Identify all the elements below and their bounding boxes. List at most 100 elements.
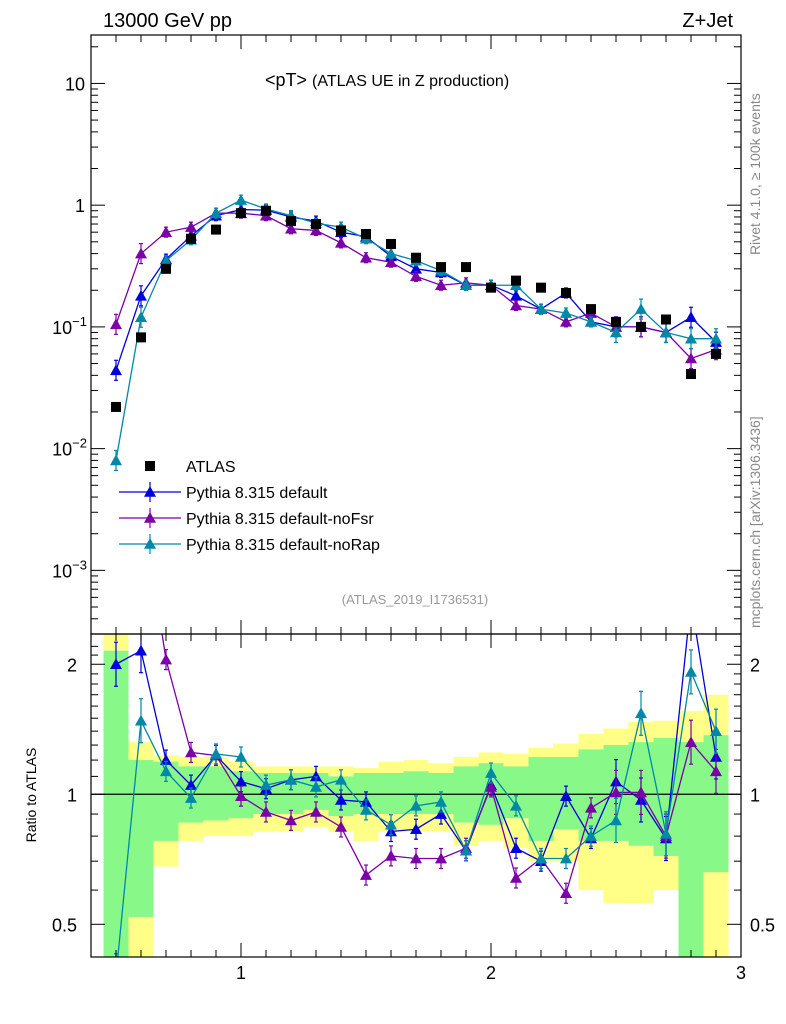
series-norap-ratio-point — [435, 795, 447, 807]
series-default-point — [685, 311, 697, 323]
atlas-point — [236, 208, 246, 219]
x-tick-label: 3 — [736, 963, 746, 983]
series-nofsr-line — [115, 212, 717, 360]
series-norap-ratio-point — [685, 665, 697, 677]
main-y-tick-label: 10−2 — [52, 436, 87, 460]
x-tick-label: 1 — [236, 963, 246, 983]
x-tick-label: 2 — [486, 963, 496, 983]
legend-entry: Pythia 8.315 default-noFsr — [119, 508, 374, 528]
main-y-tick-label: 10−1 — [52, 314, 87, 338]
ratio-y-tick-label: 0.5 — [52, 915, 77, 935]
atlas-point — [261, 205, 271, 216]
series-norap-ratio-point — [510, 799, 522, 811]
series-nofsr-point — [185, 221, 197, 232]
series-nofsr-ratio-point — [360, 869, 372, 880]
series-norap-ratio-point — [585, 830, 597, 841]
atlas-point — [661, 314, 671, 325]
series-nofsr-ratio-point — [610, 786, 622, 798]
series-atlas-main — [111, 205, 721, 412]
series-norap-point — [385, 247, 397, 259]
main-panel — [110, 194, 722, 472]
series-norap-point — [660, 326, 672, 338]
series-nofsr-ratio-point — [635, 786, 647, 798]
series-nofsr-ratio-point — [335, 820, 347, 832]
series-nofsr-point — [560, 315, 572, 327]
series-norap-ratio-point — [560, 852, 572, 864]
series-default-ratio-point — [510, 842, 522, 854]
atlas-point — [561, 287, 571, 298]
atlas-point — [386, 238, 396, 249]
header-left: 13000 GeV pp — [103, 10, 232, 32]
series-nofsr-point — [410, 270, 422, 282]
series-norap-ratio-point — [710, 725, 722, 736]
ratio-band-green — [128, 760, 154, 917]
series-nofsr-ratio-point — [235, 790, 247, 801]
ratio-y-tick-label: 1 — [67, 785, 77, 805]
series-norap-ratio-point — [160, 765, 172, 777]
series-norap-ratio-point — [210, 747, 222, 759]
main-y-tick-label: 1 — [75, 196, 85, 216]
ratio-band-green — [678, 742, 704, 957]
series-default-ratio-point — [160, 754, 172, 765]
ratio-band-green — [378, 773, 404, 815]
series-nofsr-ratio-point — [435, 852, 447, 864]
ratio-y-tick-label-right: 1 — [750, 785, 760, 805]
series-nofsr-point — [285, 222, 297, 234]
series-default-point — [110, 364, 122, 376]
series-nofsr-ratio-point — [685, 736, 697, 747]
series-default-ratio-point — [335, 793, 347, 805]
series-norap-point — [135, 311, 147, 323]
series-default-ratio-point — [235, 775, 247, 787]
series-nofsr-ratio-point — [710, 765, 722, 777]
series-norap-point — [210, 207, 222, 218]
legend-marker — [144, 538, 156, 549]
atlas-point — [111, 401, 121, 412]
series-nofsr-ratio-point — [110, 494, 122, 505]
series-norap-ratio-point — [485, 767, 497, 778]
series-norap-point — [535, 303, 547, 314]
atlas-point — [436, 262, 446, 273]
series-norap-point — [235, 194, 247, 205]
series-norap-ratio-point — [335, 773, 347, 785]
main-y-tick-label: 10 — [65, 74, 85, 94]
atlas-point — [411, 252, 421, 263]
series-norap-main — [110, 194, 722, 472]
ratio-y-tick-label: 2 — [67, 655, 77, 675]
series-nofsr-point — [110, 318, 122, 330]
legend-label: Pythia 8.315 default-noRap — [186, 537, 380, 554]
series-nofsr-point — [135, 247, 147, 259]
atlas-point — [211, 224, 221, 235]
series-norap-ratio-point — [610, 814, 622, 826]
series-norap-ratio-point — [135, 714, 147, 726]
series-norap-point — [685, 332, 697, 344]
analysis-id: (ATLAS_2019_I1736531) — [342, 592, 488, 607]
series-norap-point — [160, 254, 172, 266]
series-nofsr-ratio-point — [260, 805, 272, 817]
series-nofsr-point — [435, 279, 447, 291]
plot-title-sub: (ATLAS UE in Z production) — [312, 73, 509, 90]
series-default-point — [410, 262, 422, 274]
series-norap-point — [110, 454, 122, 466]
atlas-point — [511, 275, 521, 286]
legend-label: Pythia 8.315 default — [186, 485, 328, 502]
series-norap-ratio — [114, 649, 722, 957]
series-nofsr-point — [360, 251, 372, 263]
main-y-tick-label: 10−3 — [52, 557, 87, 581]
atlas-point — [586, 304, 596, 315]
series-norap-ratio-point — [235, 750, 247, 762]
atlas-point — [486, 282, 496, 293]
series-norap-ratio-point — [260, 779, 272, 790]
series-norap-ratio-point — [360, 803, 372, 815]
mcplots-label: mcplots.cern.ch [arXiv:1306.3436] — [747, 416, 763, 628]
ratio-panel — [91, 494, 741, 957]
series-nofsr-ratio-point — [410, 852, 422, 864]
atlas-point — [611, 316, 621, 327]
series-default-ratio-point — [560, 790, 572, 801]
plot-title: <pT> (ATLAS UE in Z production) — [265, 70, 509, 90]
series-nofsr-point — [385, 256, 397, 268]
series-norap-point — [635, 303, 647, 314]
atlas-point — [361, 228, 371, 239]
series-default-ratio-point — [110, 658, 122, 670]
series-nofsr-ratio-point — [560, 887, 572, 899]
series-nofsr-point — [685, 352, 697, 364]
